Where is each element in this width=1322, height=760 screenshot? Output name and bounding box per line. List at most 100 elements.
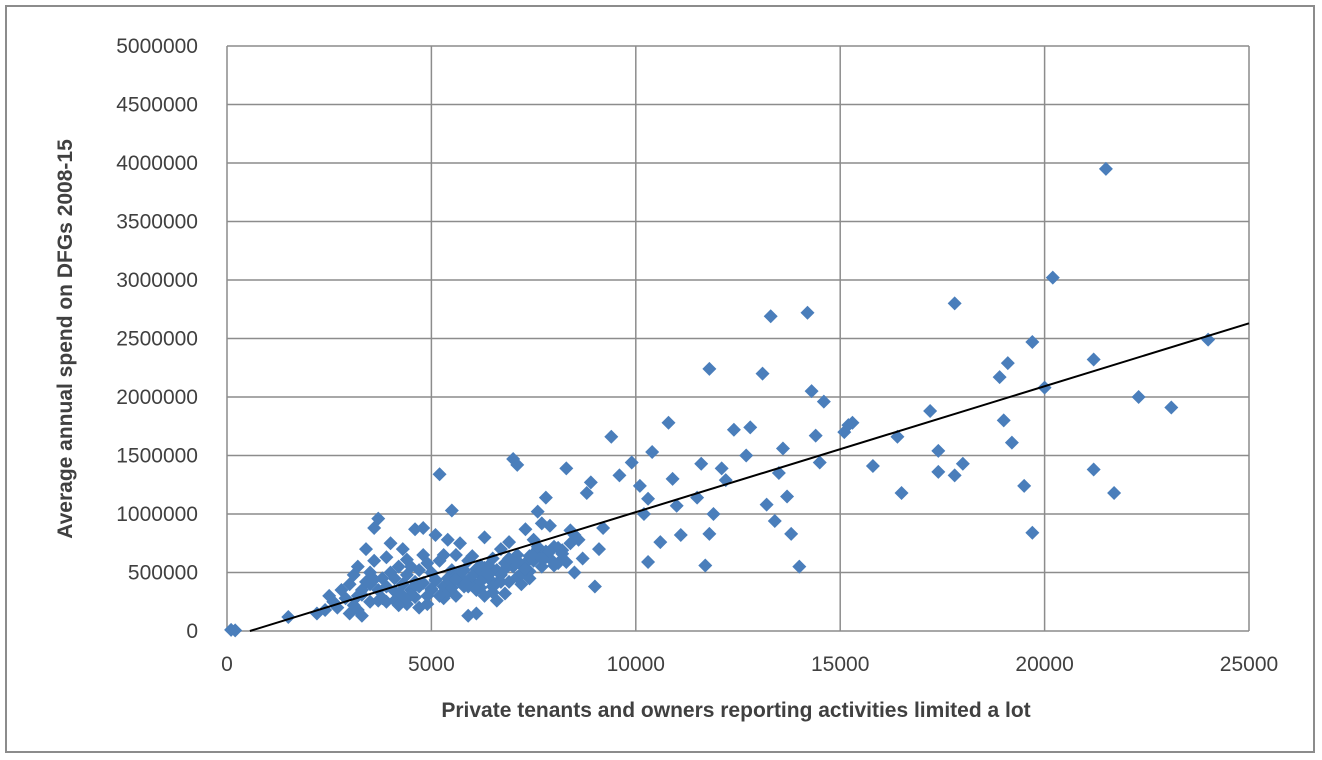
data-point xyxy=(448,547,463,562)
data-point xyxy=(808,428,823,443)
data-point xyxy=(992,370,1007,385)
data-points xyxy=(224,161,1216,638)
data-point xyxy=(592,542,607,557)
data-point xyxy=(804,384,819,399)
grid xyxy=(226,45,1250,632)
data-point xyxy=(739,448,754,463)
data-point xyxy=(383,536,398,551)
data-point xyxy=(1004,435,1019,450)
y-tick-label: 3000000 xyxy=(116,269,198,292)
data-point xyxy=(371,593,386,608)
data-point xyxy=(510,553,525,568)
y-tick-label: 2000000 xyxy=(116,386,198,409)
x-tick-label: 10000 xyxy=(607,653,665,676)
data-point xyxy=(604,429,619,444)
data-point xyxy=(923,404,938,419)
data-point xyxy=(645,444,660,459)
data-point xyxy=(367,553,382,568)
data-point xyxy=(469,583,484,598)
data-point xyxy=(448,572,463,587)
data-point xyxy=(559,461,574,476)
data-point xyxy=(743,420,758,435)
y-tick-label: 0 xyxy=(186,620,198,643)
data-point xyxy=(408,522,423,537)
data-point xyxy=(1098,161,1113,176)
data-point xyxy=(412,579,427,594)
data-point xyxy=(412,563,427,578)
data-point xyxy=(612,468,627,483)
x-tick-label: 25000 xyxy=(1220,653,1278,676)
y-tick-label: 500000 xyxy=(128,562,198,585)
data-point xyxy=(363,594,378,609)
data-point xyxy=(228,623,243,638)
data-point xyxy=(510,457,525,472)
y-tick-label: 2500000 xyxy=(116,328,198,351)
x-axis-title: Private tenants and owners reporting act… xyxy=(441,699,1030,722)
data-point xyxy=(518,522,533,537)
data-point xyxy=(865,459,880,474)
data-point xyxy=(931,443,946,458)
data-point xyxy=(493,574,508,589)
data-point xyxy=(457,573,472,588)
y-tick-labels: 0 500000 1000000 1500000 2000000 2500000 30000… xyxy=(116,35,198,643)
y-tick-label: 3500000 xyxy=(116,211,198,234)
data-point xyxy=(624,455,639,470)
data-point xyxy=(792,559,807,574)
x-tick-label: 5000 xyxy=(408,653,455,676)
data-point xyxy=(845,415,860,430)
data-point xyxy=(1131,390,1146,404)
data-point xyxy=(955,456,970,471)
data-point xyxy=(641,491,656,506)
data-point xyxy=(395,542,410,557)
data-point xyxy=(542,518,557,533)
data-point xyxy=(502,551,517,566)
data-point xyxy=(706,507,721,521)
data-point xyxy=(996,413,1011,428)
data-point xyxy=(1045,270,1060,285)
data-point xyxy=(596,521,611,536)
x-tick-label: 0 xyxy=(221,653,233,676)
data-point xyxy=(755,366,770,381)
data-point xyxy=(379,594,394,609)
data-point xyxy=(358,542,373,557)
data-point xyxy=(518,561,533,576)
data-point xyxy=(444,503,459,518)
data-point xyxy=(371,511,386,526)
data-point xyxy=(800,305,815,320)
data-point xyxy=(1025,335,1040,350)
data-point xyxy=(702,526,717,541)
data-point xyxy=(481,567,496,582)
data-point xyxy=(428,528,443,543)
x-tick-label: 15000 xyxy=(811,653,869,676)
data-point xyxy=(1000,356,1015,371)
data-point xyxy=(555,543,570,558)
data-point xyxy=(579,485,594,500)
data-point xyxy=(583,475,598,490)
data-point xyxy=(669,498,684,513)
data-point xyxy=(469,606,484,621)
data-point xyxy=(698,558,713,573)
trendline-path xyxy=(249,322,1250,632)
data-point xyxy=(673,528,688,543)
y-tick-label: 1000000 xyxy=(116,503,198,526)
data-point xyxy=(395,588,410,603)
data-point xyxy=(453,536,468,551)
data-point xyxy=(440,532,455,547)
data-point xyxy=(1164,400,1179,415)
data-point xyxy=(420,597,435,612)
x-tick-labels: 0 5000 10000 15000 20000 25000 xyxy=(221,653,1278,676)
data-point xyxy=(775,441,790,456)
data-point xyxy=(812,455,827,470)
data-point xyxy=(1086,352,1101,367)
data-point xyxy=(587,579,602,594)
data-point xyxy=(759,497,774,512)
data-point xyxy=(947,468,962,483)
data-point xyxy=(1086,462,1101,477)
data-point xyxy=(530,504,545,519)
data-point xyxy=(502,535,517,550)
data-point xyxy=(379,550,394,565)
data-point xyxy=(702,361,717,376)
data-point xyxy=(763,309,778,324)
y-tick-label: 5000000 xyxy=(116,35,198,58)
